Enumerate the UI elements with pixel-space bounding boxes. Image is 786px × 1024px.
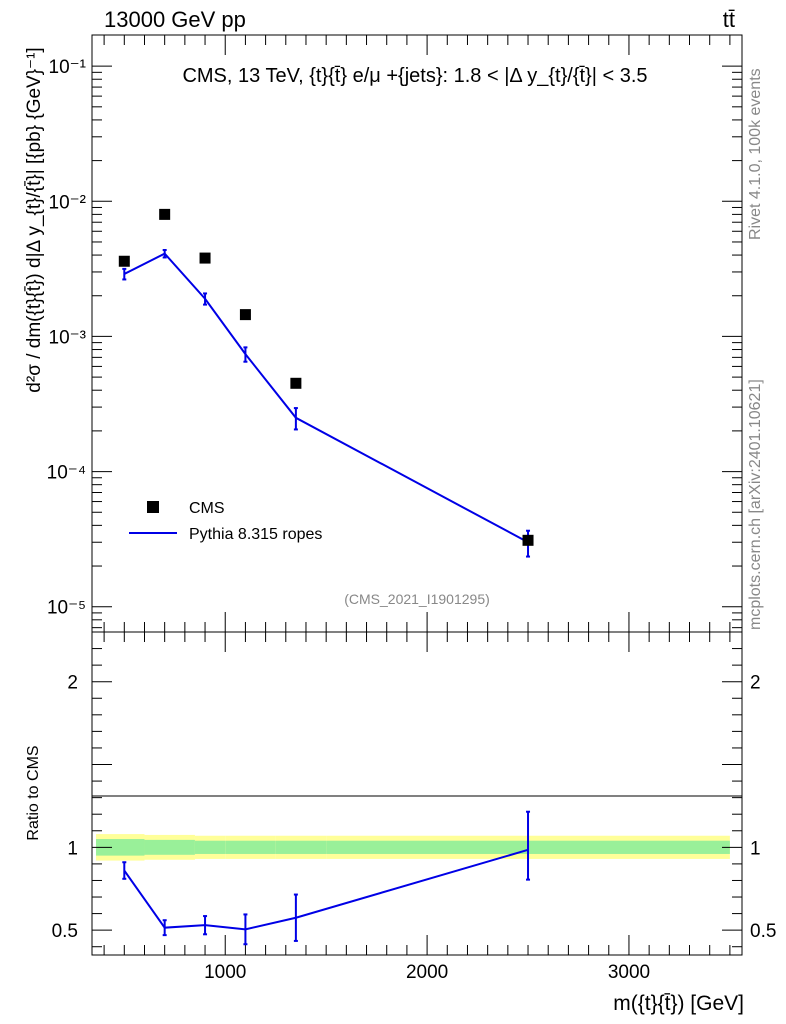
ratio-ticks bbox=[92, 632, 742, 955]
ratio-y-tick-label-right: 1 bbox=[750, 838, 761, 859]
x-axis-label: m({t}{t̄}) [GeV] bbox=[613, 992, 744, 1015]
legend-cms-label: CMS bbox=[189, 500, 225, 517]
main-series bbox=[118, 208, 534, 558]
ratio-frame bbox=[91, 631, 743, 956]
ratio-model-line bbox=[123, 848, 529, 931]
main-y-tick-labels: 10⁻⁵ 10⁻⁴ 10⁻³ 10⁻² 10⁻¹ bbox=[47, 57, 86, 619]
cms-data-point bbox=[199, 252, 211, 264]
ratio-band-inner bbox=[225, 840, 276, 854]
ratio-series bbox=[122, 810, 531, 946]
ratio-y-tick-label-left: 1 bbox=[67, 838, 78, 859]
ratio-y-tick-label-right: 0.5 bbox=[750, 921, 776, 942]
ratio-panel: 0.5 0.5 1 1 2 2 1000 2000 3000 Ratio to CMS m({… bbox=[25, 631, 777, 1015]
main-y-tick-label: 10⁻⁴ bbox=[47, 463, 86, 484]
cms-data-point bbox=[290, 377, 302, 389]
header-right: tt̄ bbox=[723, 7, 735, 32]
ratio-band-inner bbox=[275, 840, 327, 854]
header-left: 13000 GeV pp bbox=[104, 7, 246, 32]
legend-cms-marker bbox=[147, 501, 159, 513]
cms-data-point bbox=[522, 534, 534, 546]
ratio-y-tick-label-left: 2 bbox=[67, 673, 78, 694]
main-y-tick-label: 10⁻⁵ bbox=[47, 598, 86, 619]
main-y-tick-label: 10⁻² bbox=[49, 192, 87, 213]
mcplots-label: mcplots.cern.ch [arXiv:2401.10621] bbox=[747, 379, 764, 630]
legend: CMS Pythia 8.315 ropes bbox=[129, 500, 322, 543]
x-tick-label: 2000 bbox=[406, 962, 448, 983]
ratio-y-tick-labels: 0.5 0.5 1 1 2 2 bbox=[52, 673, 777, 942]
main-panel: 10⁻⁵ 10⁻⁴ 10⁻³ 10⁻² 10⁻¹ CMS, 13 TeV, {t}{t̄… bbox=[24, 34, 743, 633]
main-ticks bbox=[92, 35, 742, 632]
model-line bbox=[123, 252, 529, 544]
ratio-bands bbox=[96, 834, 730, 861]
ratio-band-inner bbox=[144, 839, 195, 855]
main-y-axis-label: d²σ / dm({t}{t̄}) d|Δ y_{t}/{t̄}| [{pb} … bbox=[24, 47, 45, 392]
ratio-y-tick-label-left: 0.5 bbox=[52, 921, 78, 942]
main-y-tick-label: 10⁻¹ bbox=[49, 57, 87, 78]
legend-model-label: Pythia 8.315 ropes bbox=[189, 526, 322, 543]
cms-data-point bbox=[118, 255, 130, 267]
analysis-id: (CMS_2021_I1901295) bbox=[344, 591, 490, 607]
chart-title: CMS, 13 TeV, {t}{t̄} e/μ +{jets}: 1.8 < … bbox=[182, 65, 647, 87]
x-tick-labels: 1000 2000 3000 bbox=[204, 962, 650, 983]
ratio-band-inner bbox=[96, 839, 145, 856]
ratio-y-axis-label: Ratio to CMS bbox=[25, 745, 42, 840]
x-tick-label: 3000 bbox=[608, 962, 650, 983]
x-tick-label: 1000 bbox=[204, 962, 246, 983]
ratio-band-inner bbox=[194, 840, 226, 854]
ratio-y-tick-label-right: 2 bbox=[750, 673, 761, 694]
cms-data-point bbox=[239, 309, 251, 321]
main-y-tick-label: 10⁻³ bbox=[49, 327, 87, 348]
rivet-label: Rivet 4.1.0, 100k events bbox=[747, 68, 764, 240]
cms-data-point bbox=[159, 208, 171, 220]
